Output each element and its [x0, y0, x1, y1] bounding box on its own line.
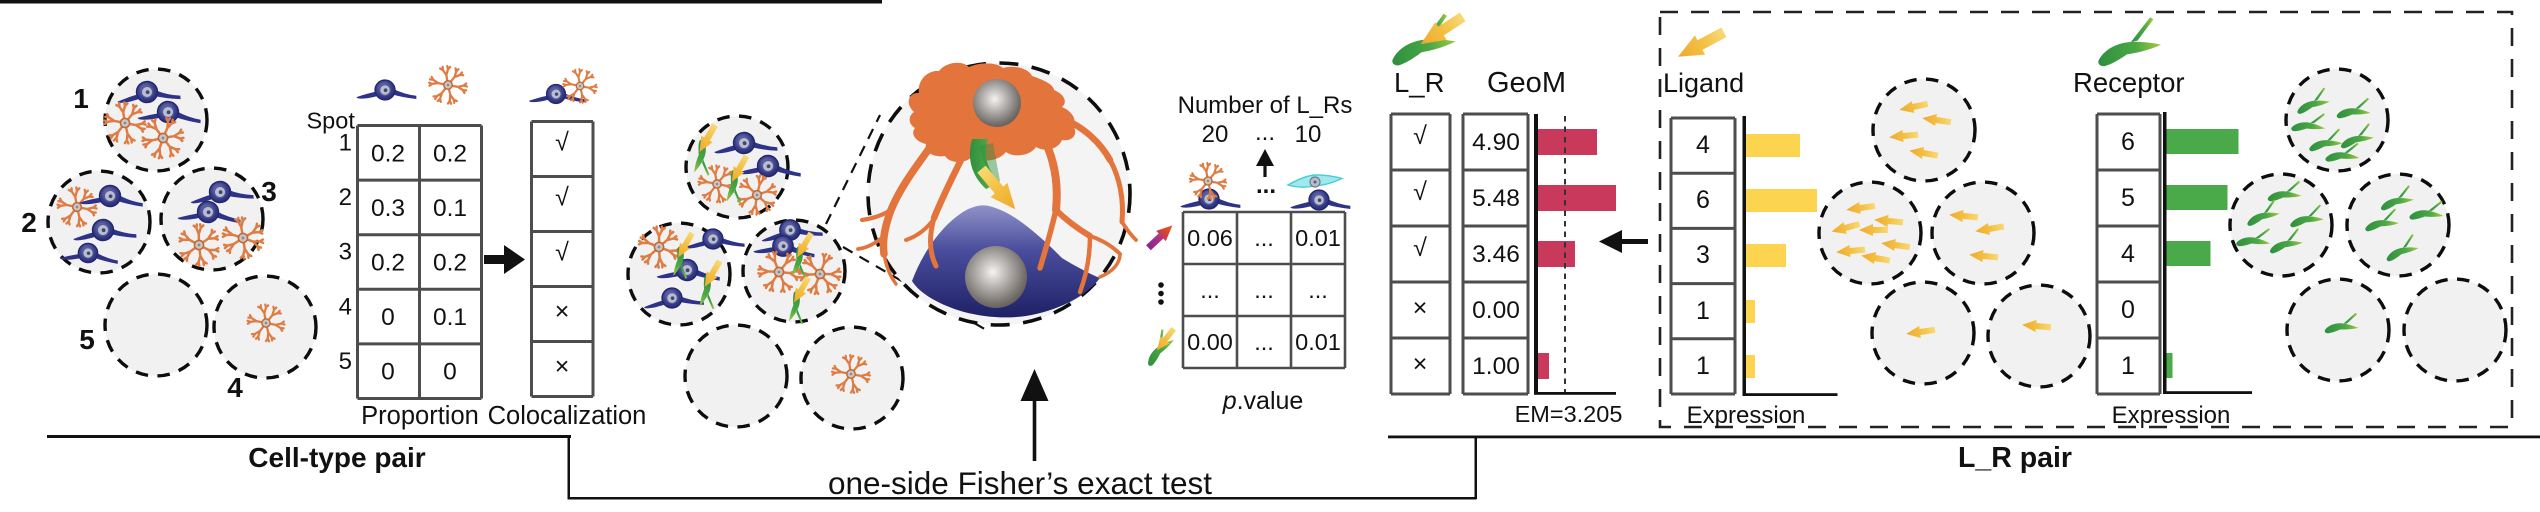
- svg-text:p.value: p.value: [1222, 387, 1304, 415]
- svg-text:0.00: 0.00: [1187, 329, 1233, 355]
- svg-text:0.2: 0.2: [371, 140, 405, 167]
- svg-text:Number of L_Rs: Number of L_Rs: [1178, 92, 1353, 119]
- svg-text:Expression: Expression: [1687, 402, 1806, 429]
- svg-text:0: 0: [443, 359, 457, 386]
- svg-text:1: 1: [339, 130, 352, 157]
- svg-text:5: 5: [79, 324, 95, 355]
- svg-text:4: 4: [227, 372, 243, 403]
- svg-text:0: 0: [2121, 296, 2135, 324]
- svg-text:1: 1: [1696, 297, 1710, 325]
- svg-text:5: 5: [2121, 184, 2135, 212]
- svg-text:...: ...: [1254, 329, 1274, 355]
- svg-text:1: 1: [73, 83, 89, 114]
- svg-text:0.06: 0.06: [1187, 225, 1233, 251]
- svg-text:×: ×: [1413, 294, 1428, 322]
- svg-text:0.2: 0.2: [433, 140, 467, 167]
- svg-text:Proportion: Proportion: [361, 402, 479, 430]
- svg-text:√: √: [1413, 234, 1427, 262]
- svg-text:0: 0: [381, 359, 395, 386]
- svg-text:×: ×: [555, 353, 570, 381]
- svg-text:...: ...: [1254, 277, 1274, 303]
- svg-text:0: 0: [381, 304, 395, 331]
- svg-text:GeoM: GeoM: [1487, 67, 1566, 99]
- svg-text:0.1: 0.1: [433, 304, 467, 331]
- svg-text:0.1: 0.1: [433, 195, 467, 222]
- svg-text:2: 2: [21, 207, 37, 238]
- svg-text:EM=3.205: EM=3.205: [1515, 401, 1623, 427]
- svg-text:1: 1: [2121, 352, 2135, 380]
- svg-text:√: √: [555, 129, 569, 157]
- svg-text:Cell-type pair: Cell-type pair: [248, 442, 425, 473]
- svg-text:10: 10: [1295, 121, 1322, 148]
- svg-text:6: 6: [1696, 186, 1710, 214]
- svg-text:3: 3: [1696, 241, 1710, 269]
- svg-text:×: ×: [555, 298, 570, 326]
- svg-text:3: 3: [261, 176, 277, 207]
- svg-text:4: 4: [1696, 131, 1710, 159]
- svg-text:6: 6: [2121, 128, 2135, 156]
- svg-text:one-side Fisher’s exact test: one-side Fisher’s exact test: [828, 465, 1212, 501]
- svg-text:Receptor: Receptor: [2073, 67, 2185, 98]
- svg-text:0.01: 0.01: [1295, 225, 1341, 251]
- svg-text:0.3: 0.3: [371, 195, 405, 222]
- svg-text:0.2: 0.2: [371, 250, 405, 277]
- svg-text:Ligand: Ligand: [1663, 68, 1744, 98]
- svg-text:3: 3: [339, 239, 352, 266]
- svg-text:2: 2: [339, 184, 352, 211]
- svg-text:0.01: 0.01: [1295, 329, 1341, 355]
- svg-text:...: ...: [1254, 225, 1274, 251]
- svg-text:5: 5: [339, 348, 352, 375]
- svg-text:√: √: [555, 239, 569, 267]
- svg-text:0.00: 0.00: [1472, 297, 1520, 324]
- svg-text:4.90: 4.90: [1472, 129, 1520, 156]
- svg-text:×: ×: [1413, 350, 1428, 378]
- svg-text:√: √: [1413, 122, 1427, 150]
- svg-text:Spot: Spot: [307, 108, 356, 134]
- svg-text:L_R: L_R: [1394, 67, 1444, 98]
- svg-text:20: 20: [1202, 121, 1229, 148]
- svg-text:3.46: 3.46: [1472, 241, 1520, 268]
- svg-text:...: ...: [1256, 172, 1276, 199]
- svg-text:...: ...: [1200, 277, 1220, 303]
- svg-text:...: ...: [1308, 277, 1328, 303]
- svg-text:1: 1: [1696, 352, 1710, 380]
- svg-text:L_R pair: L_R pair: [1958, 442, 2072, 474]
- svg-text:4: 4: [339, 293, 352, 320]
- svg-text:4: 4: [2121, 240, 2135, 268]
- svg-text:Expression: Expression: [2112, 402, 2231, 429]
- svg-text:5.48: 5.48: [1472, 185, 1520, 212]
- svg-text:√: √: [1413, 178, 1427, 206]
- svg-text:1.00: 1.00: [1472, 353, 1520, 380]
- svg-text:Colocalization: Colocalization: [488, 402, 647, 430]
- svg-text:...: ...: [1255, 119, 1275, 146]
- svg-text:√: √: [555, 184, 569, 212]
- svg-text:0.2: 0.2: [433, 250, 467, 277]
